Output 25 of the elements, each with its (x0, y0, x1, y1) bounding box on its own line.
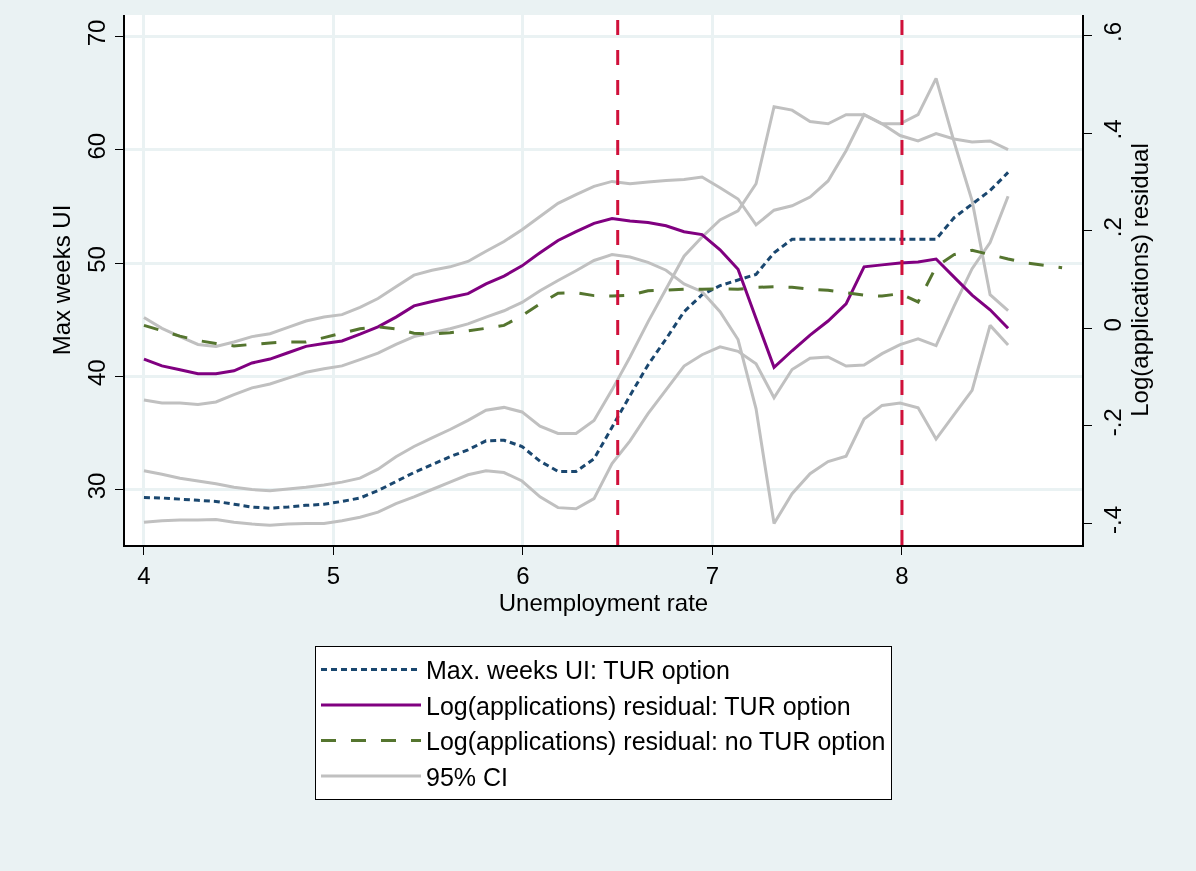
line-series (142, 217, 1010, 376)
x-tick-label: 4 (137, 561, 151, 589)
y2-tick-label: .6 (1098, 21, 1126, 42)
y-axis-title: Max weeks UI (48, 204, 75, 356)
x-tick-label: 8 (895, 561, 909, 589)
y-tick-label: 70 (83, 19, 111, 47)
legend-label: Log(applications) residual: no TUR option (426, 727, 886, 756)
y2-tick-label: .2 (1098, 217, 1126, 238)
y-tick-label: 60 (83, 132, 111, 160)
y2-tick-label: 0 (1098, 318, 1126, 332)
legend-label: Max. weeks UI: TUR option (426, 656, 730, 685)
y-tick-label: 30 (83, 472, 111, 500)
x-tick-label: 5 (326, 561, 341, 589)
legend-label: Log(applications) residual: TUR option (426, 691, 851, 720)
y-tick-label: 50 (83, 246, 111, 273)
y2-axis-title: Log(applications) residual (1125, 143, 1153, 417)
y2-tick-label: .4 (1098, 119, 1126, 140)
line-series (142, 248, 1064, 348)
x-tick-label: 6 (516, 561, 530, 589)
y2-tick-label: -.4 (1098, 505, 1126, 534)
legend-label: 95% CI (426, 762, 508, 791)
x-axis-title: Unemployment rate (498, 588, 709, 616)
y2-tick-label: -.2 (1098, 408, 1126, 437)
x-tick-label: 7 (705, 561, 720, 589)
y-tick-label: 40 (83, 359, 111, 387)
